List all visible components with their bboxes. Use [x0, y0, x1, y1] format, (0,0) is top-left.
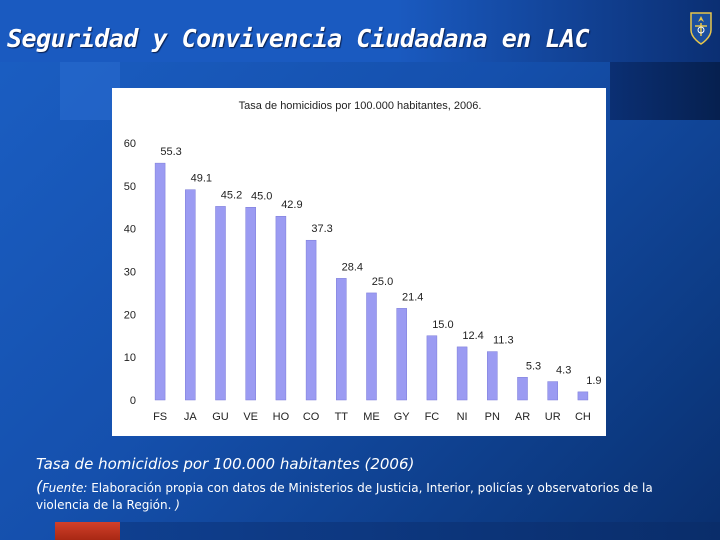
- value-labels: 55.3 49.1 45.2 45.0 42.9 37.3 28.4 25.0 21.4 15.0…: [160, 146, 601, 387]
- footer-accent-red: [55, 522, 120, 540]
- x-tick-label-ve: VE: [243, 411, 258, 423]
- value-label-ur: 4.3: [556, 365, 571, 377]
- value-label-ni: 12.4: [462, 330, 483, 342]
- chart-panel: Tasa de homicidios por 100.000 habitante…: [112, 88, 606, 436]
- x-tick-label-ur: UR: [545, 411, 561, 423]
- bar-ja: [185, 189, 196, 401]
- x-tick-label-co: CO: [303, 411, 320, 423]
- value-label-fc: 15.0: [432, 319, 453, 331]
- slide-title: Seguridad y Convivencia Ciudadana en LAC: [7, 24, 590, 53]
- x-tick-label-gu: GU: [212, 411, 229, 423]
- bar-gu: [215, 206, 226, 401]
- footer-band: [120, 522, 720, 540]
- x-tick-label-fc: FC: [425, 411, 440, 423]
- x-tick-label-ja: JA: [184, 411, 198, 423]
- bar-ho: [275, 215, 287, 401]
- header-accent-light: [60, 62, 120, 120]
- x-tick-label-ch: CH: [575, 411, 591, 423]
- bar-ur: [547, 381, 558, 401]
- header-band: [0, 0, 720, 62]
- value-label-ho: 42.9: [281, 199, 302, 211]
- bar-tt: [336, 278, 347, 401]
- bar-fs: [154, 162, 166, 401]
- bar-me: [366, 292, 377, 401]
- y-tick-label: 20: [124, 309, 136, 321]
- source-note: (Fuente: Elaboración propia con datos de…: [36, 478, 696, 514]
- value-label-ch: 1.9: [586, 375, 601, 387]
- source-close-paren: ): [175, 498, 180, 512]
- bar-fc: [426, 335, 438, 401]
- value-label-tt: 28.4: [342, 261, 363, 273]
- x-axis: FS JA GU VE HO CO TT ME GY FC NI PN AR UR CH: [153, 411, 591, 423]
- value-label-me: 25.0: [372, 276, 393, 288]
- bar-ar: [517, 377, 528, 401]
- x-tick-label-ni: NI: [457, 411, 468, 423]
- value-label-ja: 49.1: [191, 173, 212, 185]
- shield-emblem-icon: [690, 12, 712, 45]
- value-label-fs: 55.3: [160, 146, 181, 158]
- value-label-gu: 45.2: [221, 189, 242, 201]
- x-tick-label-ar: AR: [515, 411, 530, 423]
- x-tick-label-me: ME: [363, 411, 380, 423]
- bar-ni: [456, 346, 468, 401]
- x-tick-label-fs: FS: [153, 411, 167, 423]
- x-tick-label-tt: TT: [335, 411, 349, 423]
- bar-series: [154, 162, 589, 401]
- y-tick-label: 0: [130, 395, 136, 407]
- bar-pn: [487, 351, 498, 401]
- value-label-gy: 21.4: [402, 291, 423, 303]
- source-open-paren: (: [36, 477, 43, 496]
- x-tick-label-gy: GY: [394, 411, 411, 423]
- y-axis: 0 10 20 30 40 50 60: [124, 138, 136, 407]
- chart-caption: Tasa de homicidios por 100.000 habitante…: [36, 455, 415, 473]
- homicide-rate-chart: Tasa de homicidios por 100.000 habitante…: [124, 100, 602, 423]
- x-tick-label-ho: HO: [273, 411, 290, 423]
- bar-gy: [396, 308, 407, 401]
- header-accent-dark: [610, 62, 720, 120]
- value-label-ve: 45.0: [251, 190, 272, 202]
- source-text: Elaboración propia con datos de Minister…: [36, 481, 653, 512]
- chart-title: Tasa de homicidios por 100.000 habitante…: [239, 100, 482, 112]
- y-tick-label: 50: [124, 181, 136, 193]
- source-label: Fuente:: [42, 481, 88, 495]
- bar-ve: [245, 207, 256, 401]
- value-label-ar: 5.3: [526, 360, 541, 372]
- y-tick-label: 40: [124, 224, 136, 236]
- value-label-pn: 11.3: [493, 335, 514, 347]
- bar-co: [305, 239, 317, 401]
- x-tick-label-pn: PN: [485, 411, 500, 423]
- y-tick-label: 60: [124, 138, 136, 150]
- value-label-co: 37.3: [311, 223, 332, 235]
- y-tick-label: 10: [124, 352, 136, 364]
- y-tick-label: 30: [124, 267, 136, 279]
- bar-ch: [577, 391, 589, 401]
